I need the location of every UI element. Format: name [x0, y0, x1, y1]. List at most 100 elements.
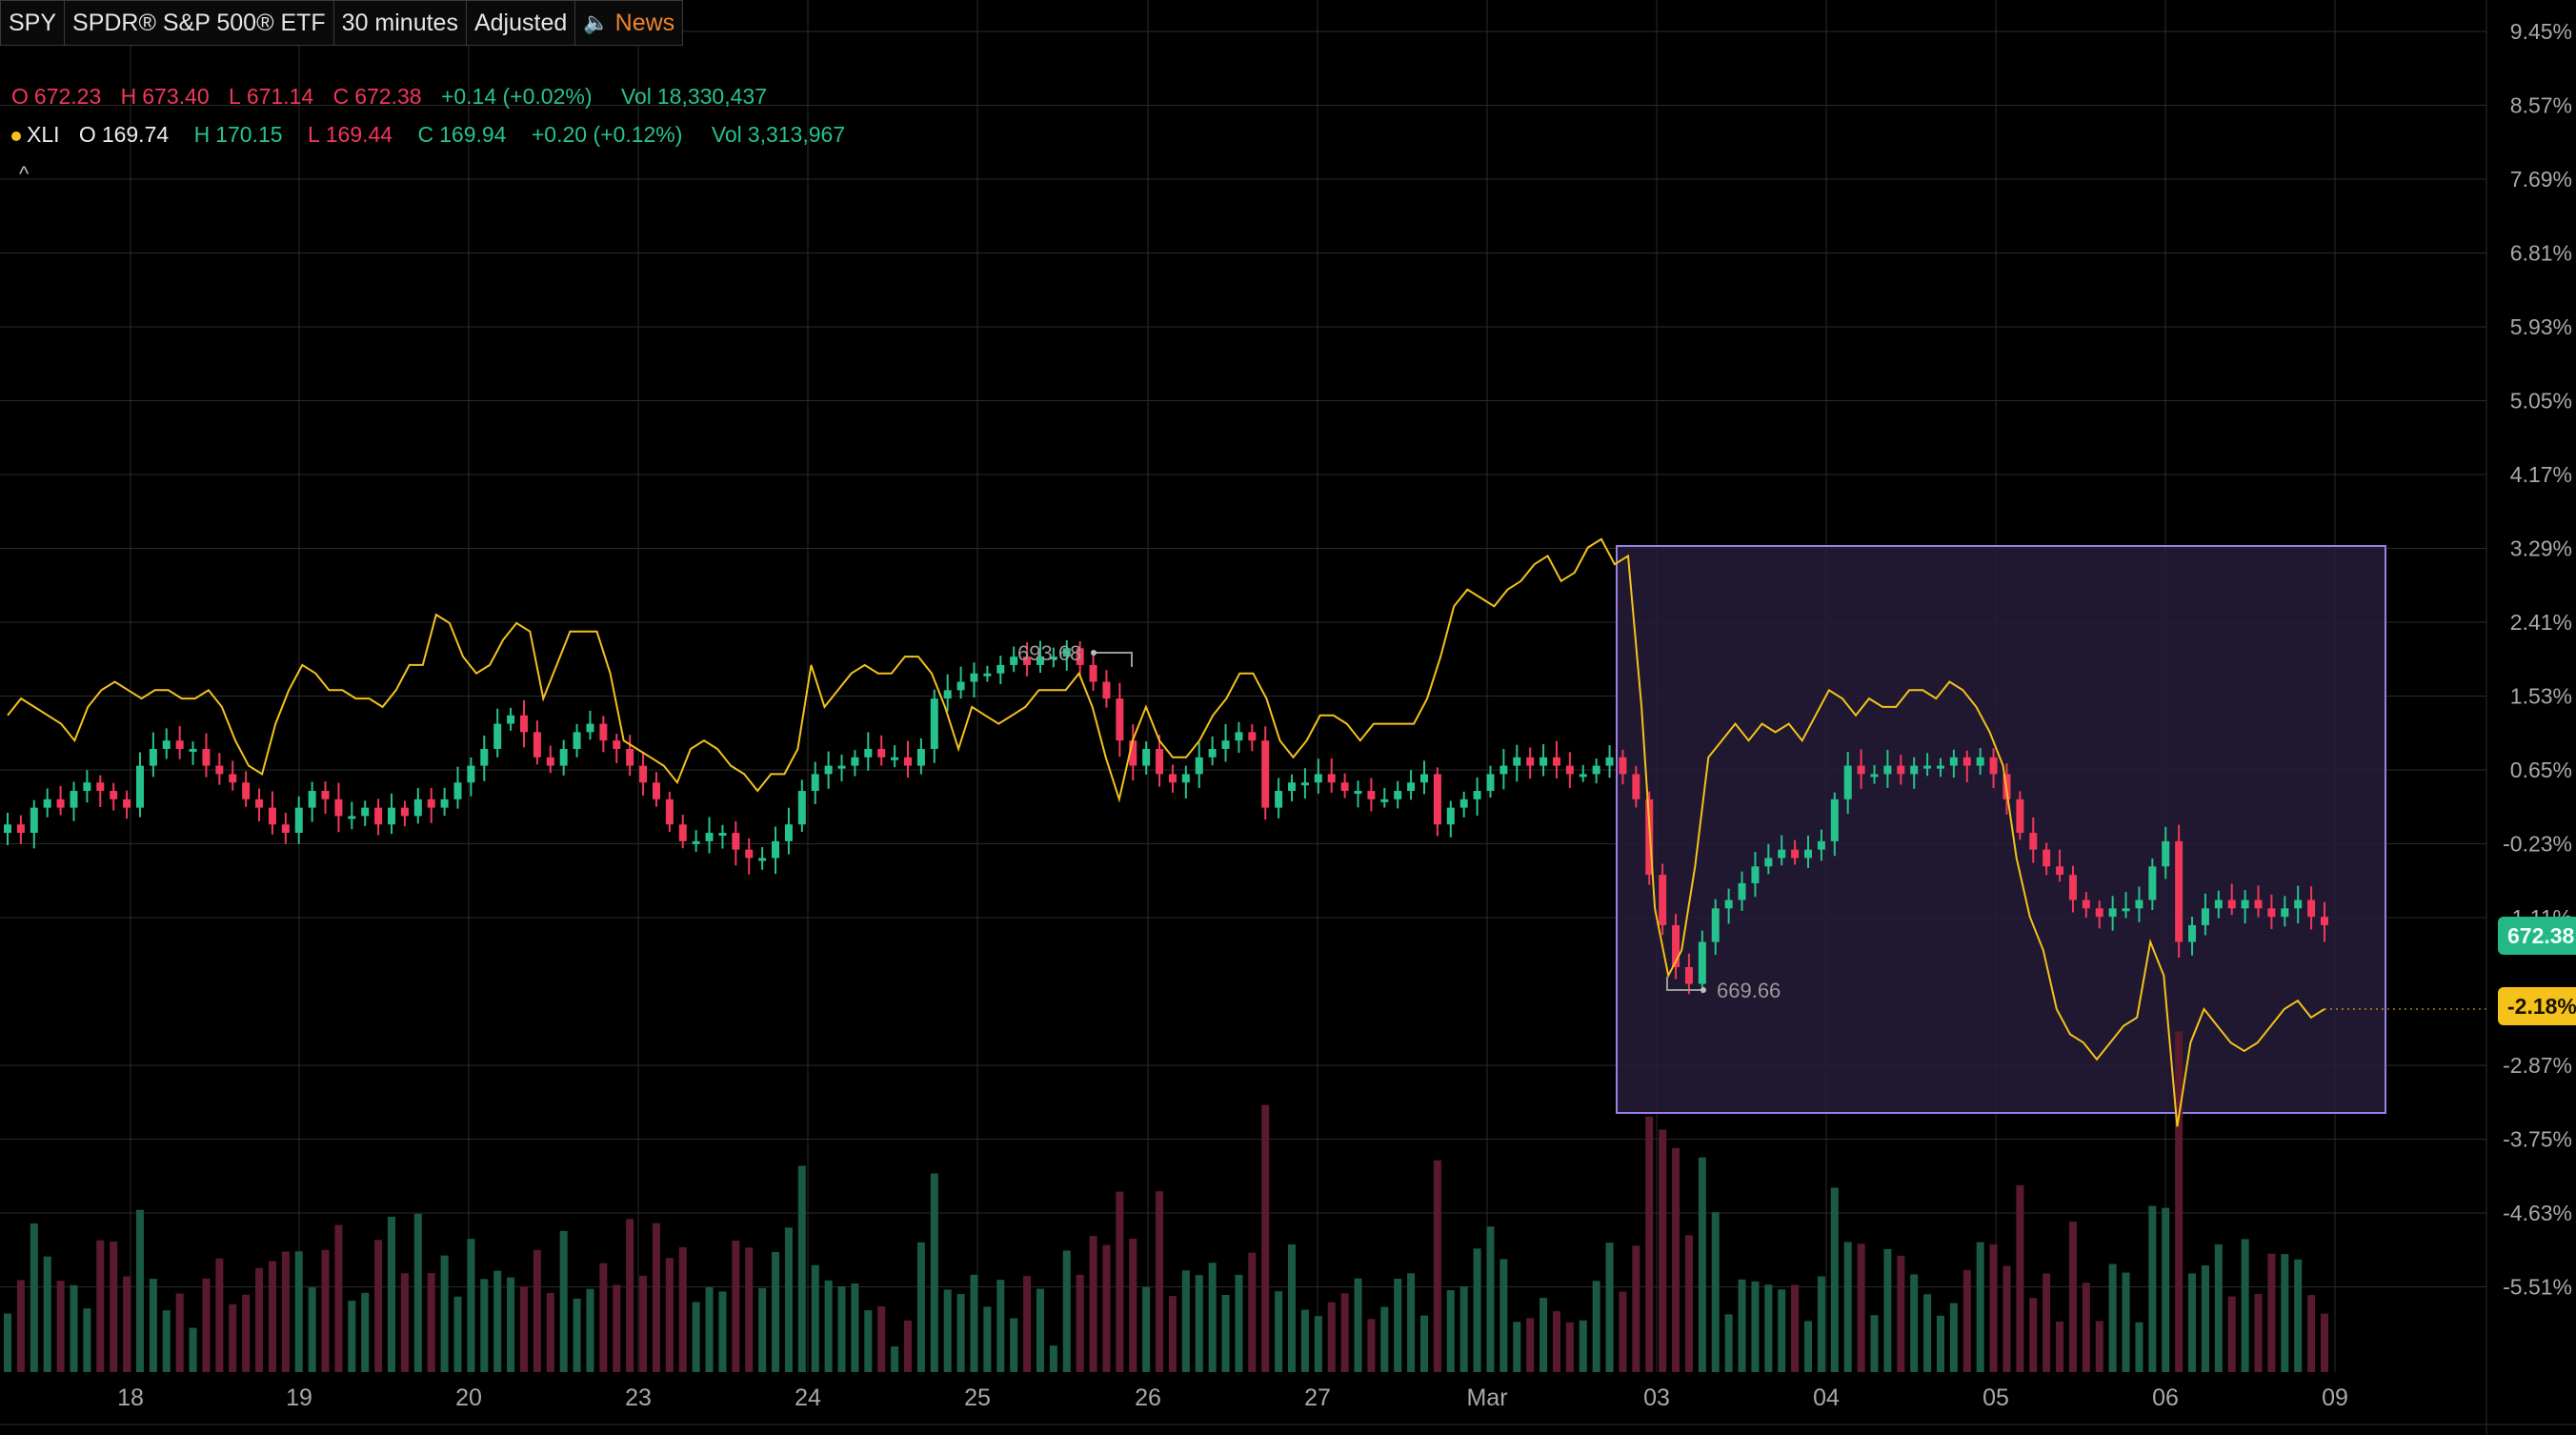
- volume-bar: [1711, 1212, 1720, 1372]
- volume-bar: [43, 1256, 51, 1372]
- candle-body: [1857, 765, 1865, 775]
- candle-body: [1036, 657, 1044, 665]
- annotations: 693.68 669.66: [1017, 641, 2486, 1010]
- candle-body: [546, 757, 554, 766]
- candle-body: [1949, 757, 1958, 766]
- x-tick-label: 18: [117, 1384, 144, 1411]
- symbol-label: SPY: [9, 9, 57, 36]
- volume-bar: [308, 1287, 316, 1372]
- y-tick-label: 0.65%: [2510, 758, 2572, 782]
- xli-compare-line: [7, 537, 2325, 1127]
- volume-bar: [956, 1294, 965, 1372]
- volume-bar: [586, 1288, 594, 1372]
- candle-body: [2254, 899, 2263, 909]
- collapse-legend-button[interactable]: ^: [19, 162, 29, 187]
- candle-body: [1275, 791, 1283, 808]
- volume-bar: [652, 1223, 660, 1372]
- volume-bar: [1804, 1321, 1813, 1372]
- volume-bar: [1235, 1274, 1243, 1372]
- volume-bar: [1023, 1276, 1032, 1372]
- volume-bar: [1010, 1318, 1018, 1372]
- candle-body: [1116, 698, 1124, 741]
- candle-body: [110, 791, 118, 799]
- y-tick-label: 2.41%: [2510, 610, 2572, 635]
- volume-bar: [427, 1273, 435, 1372]
- volume-bar: [533, 1249, 541, 1372]
- candle-body: [1433, 774, 1441, 825]
- candle-body: [2135, 899, 2143, 909]
- news-button[interactable]: 🔈 News: [574, 0, 684, 46]
- xli-change: +0.20 (+0.12%): [531, 122, 683, 147]
- candle-body: [665, 798, 674, 825]
- candle-body: [493, 723, 502, 749]
- candle-body: [1711, 908, 1720, 942]
- candle-body: [255, 798, 264, 808]
- candle-body: [1552, 757, 1560, 766]
- volume-bar: [613, 1284, 621, 1372]
- volume-bar: [824, 1280, 833, 1372]
- candle-body: [70, 791, 78, 808]
- adjusted-button[interactable]: Adjusted: [465, 0, 576, 46]
- spy-h-label: H: [120, 84, 137, 109]
- spy-last-price-tag: 672.38: [2498, 917, 2576, 955]
- candle-body: [970, 673, 978, 682]
- candle-body: [2294, 899, 2303, 909]
- candle-body: [294, 807, 303, 834]
- candle-body: [1473, 791, 1481, 799]
- volume-bar: [2016, 1184, 2024, 1372]
- candle-body: [480, 748, 489, 766]
- volume-bar: [334, 1224, 343, 1372]
- volume-bar: [388, 1216, 396, 1372]
- volume-bar: [916, 1242, 925, 1372]
- interval-button[interactable]: 30 minutes: [332, 0, 467, 46]
- candle-body: [467, 765, 475, 783]
- volume-bar: [1221, 1294, 1230, 1372]
- candle-body: [2321, 917, 2328, 925]
- candle-body: [2307, 899, 2316, 918]
- candle-body: [1764, 858, 1773, 867]
- volume-bar: [784, 1227, 793, 1372]
- candle-body: [626, 748, 634, 766]
- candle-body: [1142, 748, 1151, 766]
- volume-bar: [30, 1223, 38, 1372]
- candle-body: [1181, 774, 1190, 783]
- xli-vol-label: Vol: [711, 122, 742, 147]
- candle-body: [135, 765, 144, 808]
- volume-bar: [1354, 1278, 1362, 1372]
- candle-body: [1738, 882, 1746, 900]
- candle-body: [2108, 908, 2117, 918]
- candle-body: [613, 740, 621, 749]
- candle-body: [1380, 798, 1389, 802]
- volume-bar: [626, 1219, 634, 1372]
- candle-body: [1672, 924, 1680, 967]
- volume-bars: [4, 1031, 2328, 1372]
- volume-bar: [96, 1240, 105, 1372]
- volume-bar: [1949, 1303, 1958, 1372]
- volume-bar: [1446, 1290, 1455, 1372]
- candle-body: [678, 824, 687, 841]
- volume-bar: [374, 1240, 383, 1372]
- candle-body: [242, 782, 251, 799]
- candle-body: [1340, 782, 1349, 792]
- volume-bar: [1340, 1293, 1349, 1372]
- y-tick-label: 5.05%: [2510, 389, 2572, 414]
- candle-body: [2095, 908, 2103, 918]
- candle-body: [1102, 681, 1111, 699]
- volume-bar: [1962, 1269, 1971, 1372]
- candle-body: [1910, 765, 1919, 775]
- volume-bar: [2135, 1322, 2143, 1372]
- candle-body: [533, 732, 541, 758]
- candle-body: [215, 765, 224, 775]
- volume-bar: [467, 1239, 475, 1372]
- volume-bar: [321, 1249, 330, 1372]
- volume-bar: [665, 1258, 674, 1372]
- candle-body: [1962, 757, 1971, 766]
- symbol-box[interactable]: SPY: [0, 0, 66, 46]
- candle-body: [2175, 840, 2184, 942]
- selection-rectangle[interactable]: [1616, 545, 2386, 1114]
- x-tick-label: 24: [795, 1384, 821, 1411]
- volume-bar: [1261, 1104, 1270, 1372]
- volume-bar: [1248, 1252, 1257, 1372]
- chart-header: SPY SPDR® S&P 500® ETF 30 minutes Adjust…: [0, 0, 684, 46]
